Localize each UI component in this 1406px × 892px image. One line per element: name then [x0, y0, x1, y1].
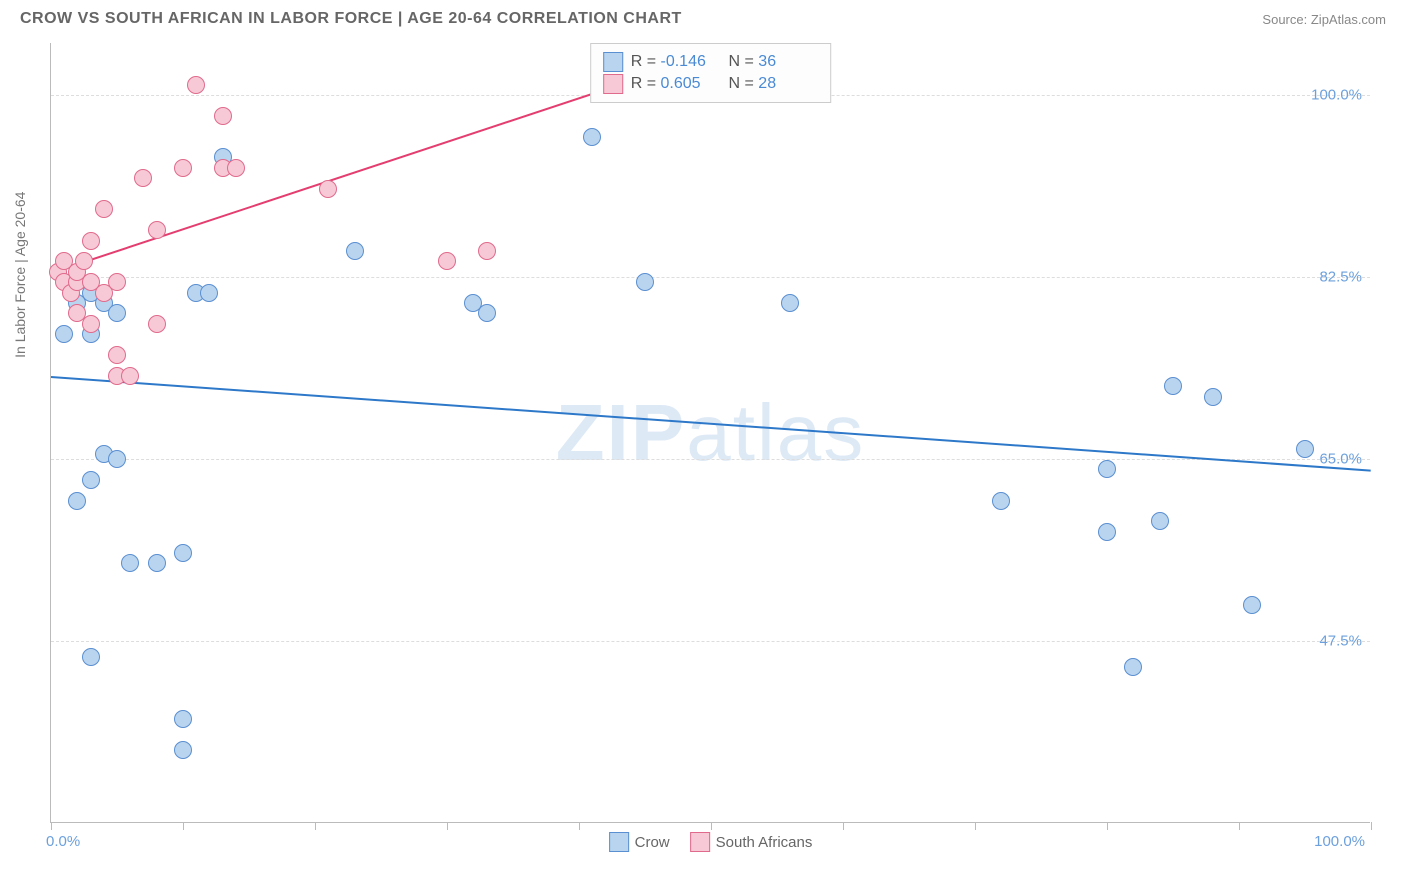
data-point[interactable] [1151, 512, 1169, 530]
data-point[interactable] [82, 648, 100, 666]
data-point[interactable] [227, 159, 245, 177]
data-point[interactable] [200, 284, 218, 302]
source-label: Source: [1262, 12, 1307, 27]
data-point[interactable] [68, 492, 86, 510]
data-point[interactable] [1204, 388, 1222, 406]
x-tick [183, 822, 184, 830]
data-point[interactable] [108, 346, 126, 364]
data-point[interactable] [174, 741, 192, 759]
legend-stat-row: R = -0.146 N = 36 [603, 52, 819, 72]
data-point[interactable] [478, 304, 496, 322]
legend-swatch [690, 832, 710, 852]
chart-header: CROW VS SOUTH AFRICAN IN LABOR FORCE | A… [0, 0, 1406, 33]
n-value: N = 36 [729, 53, 819, 71]
data-point[interactable] [121, 367, 139, 385]
data-point[interactable] [1164, 377, 1182, 395]
data-point[interactable] [1098, 523, 1116, 541]
data-point[interactable] [148, 554, 166, 572]
data-point[interactable] [1098, 460, 1116, 478]
x-tick [975, 822, 976, 830]
data-point[interactable] [108, 273, 126, 291]
chart-container: In Labor Force | Age 20-64 ZIPatlas 47.5… [50, 43, 1386, 823]
y-tick-label: 82.5% [1319, 269, 1362, 286]
data-point[interactable] [781, 294, 799, 312]
data-point[interactable] [319, 180, 337, 198]
x-tick [1107, 822, 1108, 830]
y-tick-label: 100.0% [1311, 87, 1362, 104]
data-point[interactable] [108, 304, 126, 322]
x-tick [1239, 822, 1240, 830]
data-point[interactable] [82, 232, 100, 250]
data-point[interactable] [214, 107, 232, 125]
x-label-max: 100.0% [1314, 833, 1365, 850]
data-point[interactable] [148, 221, 166, 239]
source-link[interactable]: ZipAtlas.com [1311, 12, 1386, 27]
data-point[interactable] [95, 200, 113, 218]
data-point[interactable] [438, 252, 456, 270]
data-point[interactable] [583, 128, 601, 146]
data-point[interactable] [174, 710, 192, 728]
data-point[interactable] [992, 492, 1010, 510]
data-point[interactable] [121, 554, 139, 572]
data-point[interactable] [478, 242, 496, 260]
data-point[interactable] [108, 450, 126, 468]
data-point[interactable] [148, 315, 166, 333]
gridline [51, 459, 1370, 460]
x-tick [1371, 822, 1372, 830]
data-point[interactable] [134, 169, 152, 187]
data-point[interactable] [1243, 596, 1261, 614]
legend-label: South Africans [716, 834, 813, 851]
data-point[interactable] [82, 315, 100, 333]
data-point[interactable] [174, 159, 192, 177]
x-tick [579, 822, 580, 830]
y-axis-title: In Labor Force | Age 20-64 [12, 192, 28, 358]
r-value: R = -0.146 [631, 53, 721, 71]
x-label-min: 0.0% [46, 833, 80, 850]
data-point[interactable] [82, 471, 100, 489]
series-legend: Crow South Africans [609, 832, 813, 852]
legend-swatch [609, 832, 629, 852]
source-attribution: Source: ZipAtlas.com [1262, 12, 1386, 27]
chart-title: CROW VS SOUTH AFRICAN IN LABOR FORCE | A… [20, 10, 682, 28]
data-point[interactable] [1296, 440, 1314, 458]
data-point[interactable] [187, 76, 205, 94]
legend-swatch [603, 52, 623, 72]
data-point[interactable] [55, 325, 73, 343]
x-tick [447, 822, 448, 830]
correlation-legend: R = -0.146 N = 36 R = 0.605 N = 28 [590, 43, 832, 103]
x-tick [315, 822, 316, 830]
legend-item[interactable]: South Africans [690, 832, 813, 852]
legend-swatch [603, 74, 623, 94]
legend-item[interactable]: Crow [609, 832, 670, 852]
gridline [51, 641, 1370, 642]
data-point[interactable] [174, 544, 192, 562]
data-point[interactable] [1124, 658, 1142, 676]
data-point[interactable] [346, 242, 364, 260]
y-tick-label: 65.0% [1319, 451, 1362, 468]
gridline [51, 277, 1370, 278]
n-value: N = 28 [729, 75, 819, 93]
x-tick [51, 822, 52, 830]
y-tick-label: 47.5% [1319, 633, 1362, 650]
legend-label: Crow [635, 834, 670, 851]
x-tick [711, 822, 712, 830]
x-tick [843, 822, 844, 830]
plot-area: ZIPatlas 47.5%65.0%82.5%100.0%0.0%100.0%… [50, 43, 1370, 823]
r-value: R = 0.605 [631, 75, 721, 93]
legend-stat-row: R = 0.605 N = 28 [603, 74, 819, 94]
data-point[interactable] [75, 252, 93, 270]
data-point[interactable] [636, 273, 654, 291]
